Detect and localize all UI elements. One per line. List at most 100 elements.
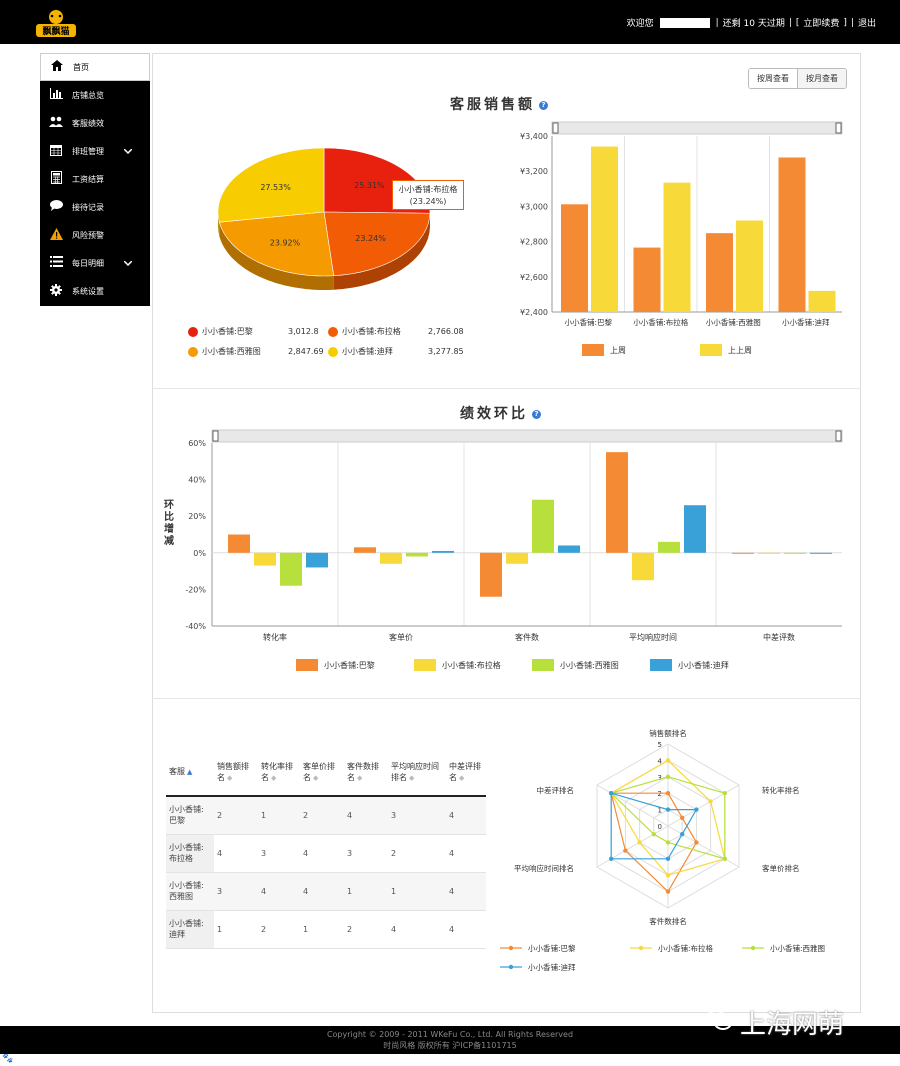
legend-swatch[interactable] — [582, 344, 604, 356]
radar-point[interactable] — [608, 791, 614, 796]
radar-point[interactable] — [665, 774, 671, 779]
table-header[interactable]: 客服 ▲ — [166, 748, 214, 797]
legend-item[interactable]: 小小香铺:迪拜 3,277.85 — [328, 346, 464, 357]
radar-point[interactable] — [722, 856, 728, 861]
bar[interactable] — [808, 290, 836, 312]
legend-item[interactable]: 小小香铺:西雅图 2,847.69 — [188, 346, 324, 357]
zoom-handle-left[interactable] — [552, 122, 559, 134]
table-header[interactable]: 中差评排名 ◆ — [446, 748, 486, 797]
bar[interactable] — [306, 552, 328, 568]
radar-point[interactable] — [665, 758, 671, 763]
bar[interactable] — [354, 547, 376, 553]
radar-point[interactable] — [680, 832, 685, 837]
radar-point[interactable] — [694, 840, 699, 845]
radar-point[interactable] — [665, 840, 671, 845]
radar-point[interactable] — [680, 815, 685, 820]
legend-item[interactable]: 小小香铺:布拉格 2,766.08 — [328, 326, 464, 337]
pie-slice[interactable] — [323, 211, 431, 277]
bar[interactable] — [736, 220, 763, 312]
logout-link[interactable]: 退出 — [857, 19, 876, 29]
sidebar-item-label: 系统设置 — [72, 286, 104, 296]
radar-point[interactable] — [651, 832, 656, 837]
bar[interactable] — [706, 233, 733, 312]
help-icon[interactable]: ? — [532, 409, 541, 419]
sidebar-item-risk-alert[interactable]: 风险预警 — [40, 221, 150, 249]
radar-point[interactable] — [694, 807, 699, 812]
bar[interactable] — [732, 552, 754, 554]
bar[interactable] — [228, 534, 250, 553]
pie-slice[interactable] — [218, 211, 335, 277]
radar-point[interactable] — [623, 848, 628, 853]
radar-point[interactable] — [637, 840, 642, 845]
radar-point[interactable] — [665, 856, 671, 861]
sidebar-item-system-settings[interactable]: 系统设置 — [40, 277, 150, 305]
table-header[interactable]: 客单价排名 ◆ — [300, 748, 344, 797]
legend-swatch[interactable] — [700, 344, 722, 356]
radar-point[interactable] — [665, 889, 671, 894]
sidebar-item-salary[interactable]: 工资结算 — [40, 165, 150, 193]
bar[interactable] — [684, 505, 706, 553]
bar[interactable] — [658, 541, 680, 553]
bar[interactable] — [591, 146, 618, 312]
legend-swatch[interactable] — [414, 659, 436, 671]
radar-point[interactable] — [665, 807, 671, 812]
sidebar-item-home[interactable]: 首页 — [40, 53, 150, 81]
table-row: 小小香铺:西雅图 3 4 4 1 1 4 — [166, 872, 486, 911]
renew-link[interactable]: 立即续费 — [803, 19, 840, 29]
y-tick-label: -40% — [185, 622, 206, 631]
table-header[interactable]: 销售额排名 ◆ — [214, 748, 258, 797]
sidebar-item-schedule[interactable]: 排班管理 — [40, 137, 150, 165]
bar[interactable] — [758, 552, 780, 554]
zoom-handle-right[interactable] — [835, 122, 842, 134]
radar-series-line[interactable] — [610, 792, 698, 893]
bar[interactable] — [663, 182, 691, 312]
legend-swatch[interactable] — [532, 659, 554, 671]
sidebar-item-store-overview[interactable]: 店铺总览 — [40, 81, 150, 109]
chevron-down-icon — [123, 259, 133, 268]
chart-zoom-bar[interactable] — [211, 429, 843, 443]
bar[interactable] — [810, 552, 832, 554]
bar[interactable] — [633, 247, 661, 312]
legend-item[interactable]: 小小香铺:巴黎 3,012.8 — [188, 326, 319, 337]
bar[interactable] — [506, 552, 528, 564]
table-row: 小小香铺:迪拜 1 2 1 2 4 4 — [166, 910, 486, 949]
radar-point[interactable] — [708, 799, 713, 804]
zoom-handle-left[interactable] — [212, 430, 219, 442]
legend-swatch[interactable] — [296, 659, 318, 671]
bar[interactable] — [606, 452, 628, 553]
radar-point[interactable] — [665, 791, 671, 796]
radar-point[interactable] — [608, 856, 614, 861]
bar[interactable] — [406, 552, 428, 557]
bar[interactable] — [632, 552, 654, 581]
bar[interactable] — [778, 157, 806, 312]
bar[interactable] — [432, 550, 454, 553]
table-header[interactable]: 平均响应时间排名 ◆ — [388, 748, 446, 797]
sidebar-item-daily-details[interactable]: 每日明细 — [40, 249, 150, 277]
table-header[interactable]: 转化率排名 ◆ — [258, 748, 300, 797]
zoom-handle-right[interactable] — [835, 430, 842, 442]
bar[interactable] — [280, 552, 302, 586]
bar[interactable] — [380, 552, 402, 564]
bar[interactable] — [558, 545, 580, 553]
sidebar-item-service-performance[interactable]: 客服绩效 — [40, 109, 150, 137]
sidebar-item-reception-records[interactable]: 接待记录 — [40, 193, 150, 221]
bar[interactable] — [480, 552, 502, 597]
week-view-button[interactable]: 按周查看 — [749, 69, 798, 88]
help-icon[interactable]: ? — [539, 100, 548, 110]
radar-axis-label: 客件数排名 — [649, 916, 687, 926]
radar-point[interactable] — [665, 873, 671, 878]
logo[interactable]: 飘飘猫 — [34, 8, 78, 38]
expiry-text: 还剩 10 天过期 — [722, 19, 785, 29]
pie-slice[interactable] — [217, 147, 325, 223]
sales-pie-chart: 25.31% 23.24% 23.92% 27.53% — [217, 147, 431, 290]
bar[interactable] — [254, 552, 276, 566]
legend-label: 小小香铺:迪拜 — [678, 660, 729, 670]
bar[interactable] — [561, 204, 588, 312]
chart-zoom-bar[interactable] — [551, 121, 843, 135]
legend-swatch[interactable] — [650, 659, 672, 671]
radar-point[interactable] — [722, 791, 728, 796]
table-header[interactable]: 客件数排名 ◆ — [344, 748, 388, 797]
month-view-button[interactable]: 按月查看 — [798, 69, 846, 88]
bar[interactable] — [784, 552, 806, 554]
bar[interactable] — [532, 499, 554, 553]
